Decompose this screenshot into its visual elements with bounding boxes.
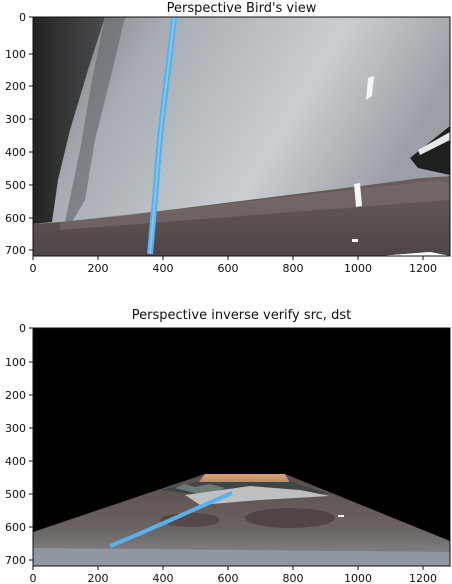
top-y-tick: 0 <box>19 11 26 24</box>
top-y-tick: 700 <box>5 244 26 257</box>
bottom-y-tick: 200 <box>5 389 26 402</box>
top-x-tick: 200 <box>88 262 109 275</box>
inverse-verify-image <box>33 328 450 566</box>
bottom-x-tick: 600 <box>218 572 239 584</box>
top-x-axis: 0 200 400 600 800 1000 1200 <box>30 256 437 275</box>
bottom-plot-frame <box>32 327 451 567</box>
top-y-axis: 0 100 200 300 400 500 600 700 <box>5 11 33 257</box>
bottom-x-axis: 0 200 400 600 800 1000 1200 <box>30 566 437 584</box>
bottom-y-tick: 700 <box>5 554 26 567</box>
bottom-y-axis: 0 100 200 300 400 500 600 700 <box>5 322 33 567</box>
bottom-y-tick: 300 <box>5 422 26 435</box>
top-y-tick: 300 <box>5 113 26 126</box>
bottom-x-tick: 400 <box>153 572 174 584</box>
bottom-y-tick: 100 <box>5 356 26 369</box>
bottom-x-tick: 1200 <box>409 572 437 584</box>
top-x-tick: 1000 <box>344 262 372 275</box>
bottom-y-tick: 0 <box>19 322 26 335</box>
birds-view-image <box>33 16 450 256</box>
top-x-tick: 600 <box>218 262 239 275</box>
plot-title-top: Perspective Bird's view <box>166 1 317 16</box>
bottom-y-tick: 500 <box>5 488 26 501</box>
top-y-tick: 600 <box>5 212 26 225</box>
top-x-tick: 1200 <box>409 262 437 275</box>
top-y-tick: 200 <box>5 80 26 93</box>
top-y-tick: 100 <box>5 48 26 61</box>
top-x-tick: 800 <box>283 262 304 275</box>
bottom-x-tick: 800 <box>283 572 304 584</box>
bottom-y-tick: 400 <box>5 455 26 468</box>
top-x-tick: 400 <box>153 262 174 275</box>
top-plot-frame <box>32 16 451 257</box>
top-y-tick: 400 <box>5 146 26 159</box>
bottom-y-tick: 600 <box>5 521 26 534</box>
plot-title-bottom: Perspective inverse verify src, dst <box>131 308 352 323</box>
bottom-x-tick: 1000 <box>344 572 372 584</box>
bottom-x-tick: 200 <box>88 572 109 584</box>
bottom-x-tick: 0 <box>30 572 37 584</box>
top-x-tick: 0 <box>30 262 37 275</box>
top-y-tick: 500 <box>5 179 26 192</box>
